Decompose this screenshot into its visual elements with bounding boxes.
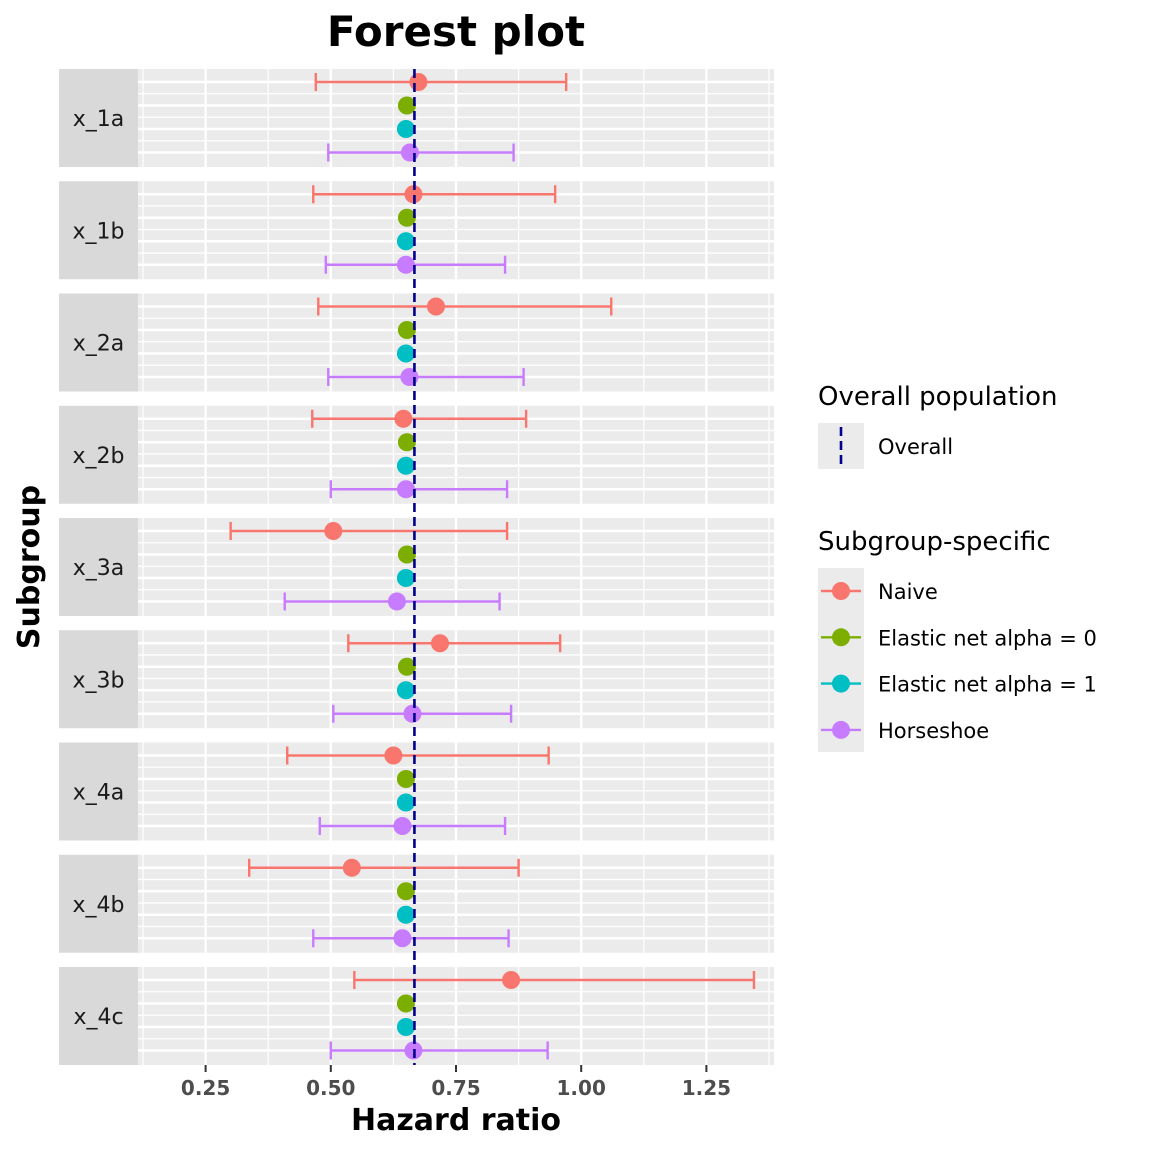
x-tick-label: 0.50	[306, 1076, 355, 1100]
strip-x_2b: x_2b	[59, 405, 138, 504]
marks-layer	[229, 73, 756, 1060]
point-estimate	[324, 522, 343, 540]
legend-label-series: Naive	[878, 580, 938, 604]
strip-label: x_4a	[73, 781, 125, 806]
strip-label: x_2a	[73, 332, 125, 357]
strip-background	[59, 854, 138, 953]
chart-title: Forest plot	[327, 7, 585, 56]
strip-background	[59, 181, 138, 280]
strip-x_1a: x_1a	[59, 69, 138, 167]
point-estimate	[394, 409, 413, 428]
point-estimate	[384, 746, 403, 765]
strip-x_4b: x_4b	[59, 854, 138, 953]
legend-label-overall: Overall	[878, 435, 953, 459]
panel-x_1b	[138, 181, 774, 280]
strip-label: x_4b	[73, 893, 125, 918]
point-estimate	[426, 297, 445, 316]
point-estimate	[393, 929, 412, 948]
legend-label-series: Elastic net alpha = 0	[878, 626, 1097, 650]
strip-background	[59, 69, 138, 167]
legend-key-point	[832, 720, 850, 739]
strip-background	[59, 967, 138, 1065]
x-axis: 0.25 0.50 0.75 1.00 1.25	[181, 1065, 731, 1100]
strip-label: x_2b	[73, 444, 125, 469]
strip-label: x_3a	[73, 556, 125, 581]
point-estimate	[396, 994, 415, 1013]
point-estimate	[404, 185, 423, 204]
point-estimate	[387, 592, 406, 611]
strip-background	[59, 742, 138, 841]
strip-x_3b: x_3b	[59, 630, 138, 729]
panel-x_3b	[138, 630, 774, 729]
point-estimate	[396, 882, 415, 901]
panel-x_2a	[138, 293, 774, 392]
point-estimate	[396, 255, 415, 274]
point-estimate	[397, 545, 416, 564]
strips-layer: x_1a x_1b x_2a x_2b x_3a x_3b x_4a x_4b x_4c	[59, 69, 138, 1065]
strip-label: x_4c	[73, 1005, 123, 1030]
point-estimate	[393, 817, 412, 835]
legend-key-point	[832, 582, 850, 600]
x-tick-label: 0.25	[181, 1076, 230, 1100]
legend-key-point	[832, 674, 850, 693]
point-estimate	[502, 971, 521, 989]
point-estimate	[397, 208, 416, 227]
legend-label-series: Elastic net alpha = 1	[878, 673, 1097, 697]
strip-x_4a: x_4a	[59, 742, 138, 841]
strip-background	[59, 630, 138, 729]
strip-label: x_3b	[73, 668, 125, 693]
panel-x_4c	[138, 967, 774, 1065]
panels-layer	[138, 69, 774, 1065]
strip-background	[59, 293, 138, 392]
legend-label-series: Horseshoe	[878, 719, 989, 743]
strip-x_1b: x_1b	[59, 181, 138, 280]
point-estimate	[396, 120, 415, 138]
point-estimate	[396, 569, 415, 587]
point-estimate	[403, 704, 422, 723]
strip-x_3a: x_3a	[59, 518, 138, 616]
y-axis-label: Subgroup	[12, 485, 47, 649]
point-estimate	[397, 321, 416, 339]
legend-title-subgroup: Subgroup-specific	[818, 527, 1051, 557]
point-estimate	[397, 657, 416, 676]
point-estimate	[396, 793, 415, 812]
point-estimate	[396, 232, 415, 251]
point-estimate	[396, 905, 415, 924]
strip-label: x_1a	[73, 107, 125, 132]
panel-x_3a	[138, 518, 774, 616]
point-estimate	[400, 143, 419, 162]
strip-x_2a: x_2a	[59, 293, 138, 392]
point-estimate	[396, 480, 415, 499]
point-estimate	[430, 634, 449, 653]
legend: Overall population Overall Subgroup-specif…	[818, 382, 1097, 752]
point-estimate	[397, 96, 416, 115]
strip-background	[59, 405, 138, 504]
point-estimate	[397, 433, 416, 452]
strip-x_4c: x_4c	[59, 967, 138, 1065]
point-estimate	[409, 73, 428, 91]
x-axis-label: Hazard ratio	[351, 1103, 561, 1138]
legend-title-overall: Overall population	[818, 382, 1058, 412]
point-estimate	[342, 858, 361, 877]
strip-background	[59, 518, 138, 616]
x-tick-label: 1.00	[557, 1076, 606, 1100]
point-estimate	[396, 681, 415, 700]
point-estimate	[396, 1018, 415, 1036]
x-tick-label: 1.25	[682, 1076, 731, 1100]
legend-key-point	[832, 628, 850, 647]
point-estimate	[396, 456, 415, 475]
strip-label: x_1b	[73, 219, 125, 244]
point-estimate	[396, 770, 415, 788]
point-estimate	[396, 344, 415, 363]
x-tick-label: 0.75	[431, 1076, 480, 1100]
